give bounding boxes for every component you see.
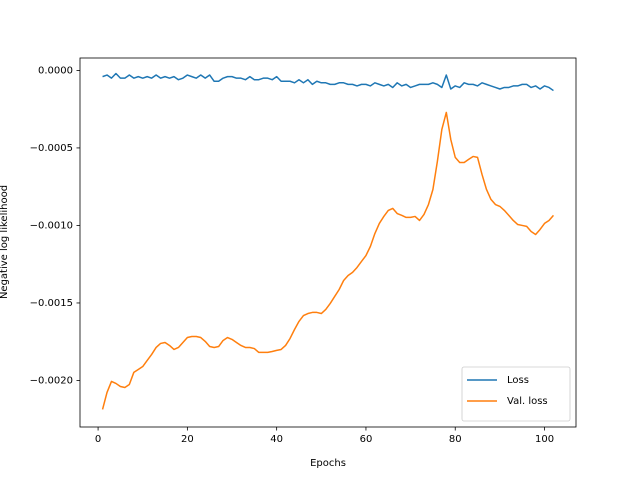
legend-label: Val. loss [507, 396, 548, 407]
legend-label: Loss [507, 375, 529, 386]
y-tick-label: −0.0010 [30, 220, 73, 231]
x-tick-label: 80 [449, 434, 462, 445]
x-tick-label: 100 [535, 434, 554, 445]
axes-frame [79, 57, 577, 428]
x-tick-label: 0 [95, 434, 101, 445]
series-line [102, 72, 554, 92]
y-axis-label: Negative log likelihood [0, 185, 10, 299]
x-tick-label: 20 [181, 434, 194, 445]
x-tick-label: 40 [270, 434, 283, 445]
y-tick-label: 0.0000 [38, 65, 73, 76]
y-tick-label: −0.0020 [30, 375, 73, 386]
x-axis-label: Epochs [310, 458, 346, 469]
y-tick-label: −0.0005 [30, 143, 73, 154]
y-tick-label: −0.0015 [30, 298, 73, 309]
series-line [101, 111, 555, 410]
x-tick-label: 60 [360, 434, 373, 445]
